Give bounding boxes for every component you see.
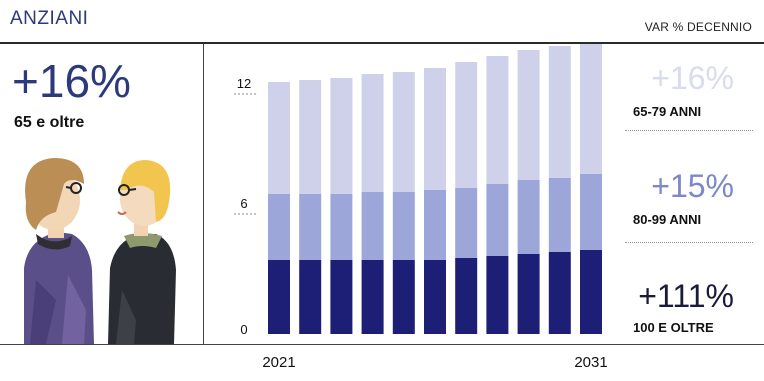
bar-segment bbox=[548, 178, 571, 252]
bar-segment bbox=[486, 184, 509, 256]
y-tick-label: 0 bbox=[240, 322, 247, 337]
chart-subtitle: VAR % DECENNIO bbox=[644, 20, 752, 34]
bar-segment bbox=[517, 254, 540, 334]
bar-segment bbox=[361, 260, 384, 334]
bar-segment bbox=[299, 194, 322, 260]
bar-segment bbox=[486, 256, 509, 334]
headline-value: +16% bbox=[12, 55, 131, 107]
bar-segment bbox=[299, 80, 322, 194]
bar-segment bbox=[455, 188, 478, 258]
two-elderly-people-icon bbox=[24, 158, 176, 344]
x-tick-label: 2021 bbox=[262, 354, 296, 371]
bar-segment bbox=[330, 78, 353, 194]
bar-segment bbox=[424, 190, 446, 260]
legend-pct-65-79: +16% bbox=[651, 60, 734, 96]
bar-segment bbox=[486, 56, 509, 184]
bar-segment bbox=[517, 180, 540, 254]
bar-segment bbox=[455, 62, 478, 188]
bar-segment bbox=[580, 44, 602, 174]
bar-segment bbox=[268, 194, 290, 260]
bottom-rule bbox=[0, 344, 764, 345]
headline-label: 65 e oltre bbox=[14, 114, 85, 131]
legend-pct-80-99: +15% bbox=[651, 168, 734, 204]
bar-segment bbox=[268, 82, 290, 194]
bar-segment bbox=[548, 46, 571, 178]
bar-segment bbox=[330, 260, 353, 334]
bar-segment bbox=[361, 74, 384, 192]
legend-label-65-79: 65-79 ANNI bbox=[633, 104, 702, 119]
y-axis: 0 6 12 bbox=[234, 76, 256, 337]
bar-segment bbox=[580, 174, 602, 250]
legend-label-80-99: 80-99 ANNI bbox=[633, 212, 702, 227]
bar-segment bbox=[361, 192, 384, 260]
top-rule bbox=[0, 42, 764, 44]
bar-segment bbox=[268, 260, 290, 334]
bar-segment bbox=[424, 260, 446, 334]
y-tick-label: 12 bbox=[237, 76, 251, 91]
legend-pct-100-plus: +111% bbox=[638, 278, 734, 314]
y-tick-label: 6 bbox=[240, 196, 247, 211]
bar-segment bbox=[548, 252, 571, 334]
bar-segment bbox=[392, 260, 415, 334]
bar-segment bbox=[330, 194, 353, 260]
legend-label-100-plus: 100 E OLTRE bbox=[633, 320, 714, 335]
bar-segment bbox=[580, 250, 602, 334]
vertical-divider bbox=[203, 44, 204, 344]
bar-segment bbox=[517, 50, 540, 180]
legend-separator bbox=[625, 242, 753, 243]
bar-segment bbox=[455, 258, 478, 334]
bar-segment bbox=[424, 68, 446, 190]
legend-separator bbox=[625, 130, 753, 131]
chart-title: ANZIANI bbox=[10, 8, 89, 29]
bar-segment bbox=[392, 192, 415, 260]
bar-segment bbox=[392, 72, 415, 192]
bar-segment bbox=[299, 260, 322, 334]
bars bbox=[268, 44, 602, 334]
x-tick-label: 2031 bbox=[574, 354, 608, 371]
